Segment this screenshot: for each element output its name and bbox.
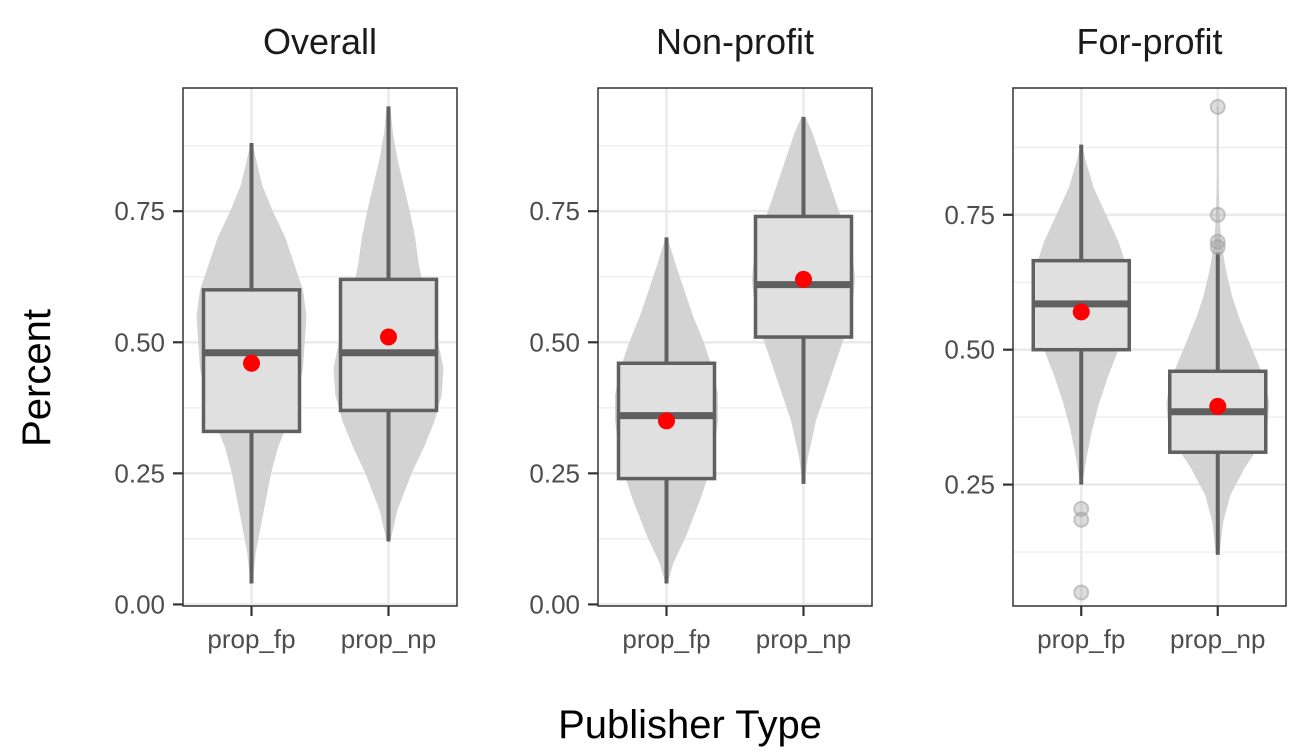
y-tick-label: 0.50 [114, 327, 165, 357]
x-tick-label: prop_np [341, 624, 436, 654]
y-tick-label: 0.00 [114, 589, 165, 619]
series-prop_fp [196, 143, 307, 584]
x-tick-label: prop_fp [1037, 624, 1125, 654]
x-tick-label: prop_np [1170, 624, 1265, 654]
series-prop_np [1166, 98, 1270, 555]
outlier-point [1073, 511, 1090, 528]
outlier-point [1073, 584, 1090, 601]
x-tick-label: prop_np [756, 624, 851, 654]
x-tick-label: prop_fp [622, 624, 710, 654]
panel-border [1012, 87, 1287, 607]
mean-point [658, 412, 675, 430]
y-tick-label: 0.75 [114, 196, 165, 226]
y-tick-label: 0.50 [529, 327, 580, 357]
panel-title: For-profit [1076, 21, 1222, 62]
outlier-point [1209, 98, 1226, 115]
series-prop_np [752, 116, 855, 484]
mean-point [795, 270, 812, 288]
outlier-point [1209, 239, 1226, 256]
series-prop_np [333, 106, 444, 542]
outlier-point [1209, 206, 1226, 223]
panel-border [182, 87, 458, 607]
panel-border [597, 87, 873, 607]
y-axis-title: Percent [15, 309, 59, 447]
y-tick-label: 0.00 [529, 589, 580, 619]
mean-point [380, 328, 397, 346]
panel-title: Non-profit [656, 21, 814, 62]
y-tick-label: 0.25 [529, 458, 580, 488]
y-tick-label: 0.25 [944, 470, 995, 500]
outlier-point [1209, 233, 1226, 250]
x-axis-title: Publisher Type [558, 703, 822, 747]
panel-title: Overall [263, 21, 377, 62]
series-prop_fp [615, 237, 718, 584]
y-tick-label: 0.50 [944, 335, 995, 365]
x-tick-label: prop_fp [207, 624, 295, 654]
panel-for-profit: 0.25 0.50 0.75 prop_fp prop_np For-profit [944, 21, 1287, 654]
panel-non-profit: 0.00 0.25 0.50 0.75 prop_fp prop_np Non-profit [529, 21, 873, 654]
y-tick-label: 0.25 [114, 458, 165, 488]
panel-overall: 0.00 0.25 0.50 0.75 prop_fp prop_np Overall [114, 21, 458, 654]
mean-point [1072, 303, 1090, 321]
mean-point [243, 354, 260, 372]
y-tick-label: 0.75 [529, 196, 580, 226]
mean-point [1209, 397, 1227, 415]
y-tick-label: 0.75 [944, 200, 995, 230]
outlier-point [1073, 500, 1090, 517]
series-prop_fp [1031, 144, 1131, 601]
